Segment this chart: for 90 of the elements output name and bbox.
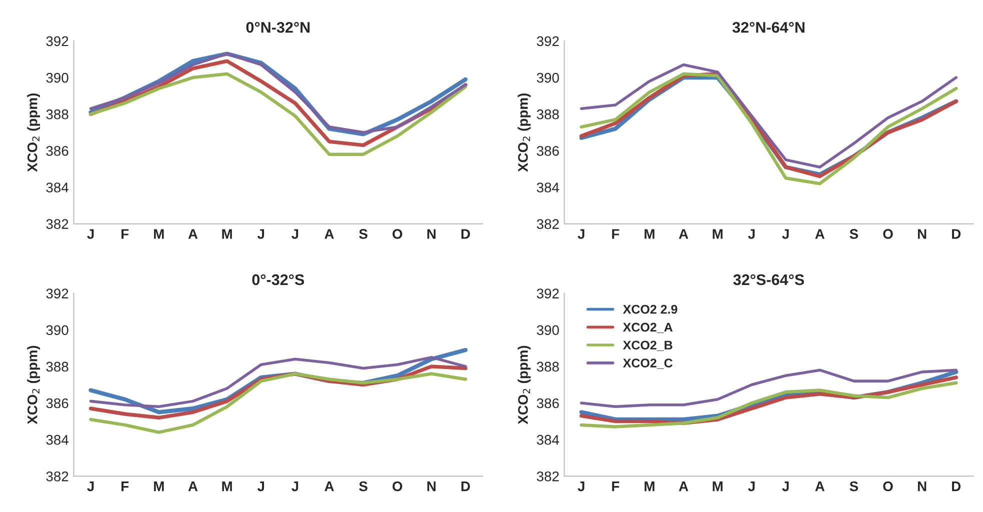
y-tick-label: 384 bbox=[46, 182, 68, 192]
x-tick-label: N bbox=[427, 229, 436, 239]
legend-label: XCO2_B bbox=[622, 340, 672, 351]
y-tick-label: 392 bbox=[46, 36, 68, 46]
x-tick-label: A bbox=[188, 482, 198, 492]
x-tick-label: D bbox=[461, 229, 470, 239]
x-tick-label: A bbox=[678, 229, 688, 239]
y-tick-label: 390 bbox=[536, 72, 559, 83]
x-tick-label: F bbox=[612, 482, 620, 492]
x-tick-label: J bbox=[292, 482, 298, 492]
x-tick-label: M bbox=[644, 482, 654, 492]
line-series bbox=[89, 372, 468, 434]
x-tick-label: F bbox=[122, 229, 129, 239]
y-tick-label: 382 bbox=[536, 471, 559, 482]
y-tick-label: 384 bbox=[536, 182, 560, 192]
x-tick-label: N bbox=[918, 229, 926, 239]
x-tick-label: A bbox=[188, 229, 198, 239]
chart-title: 0°-32°S bbox=[252, 274, 304, 286]
y-tick-label: 384 bbox=[46, 434, 68, 445]
x-tick-label: J bbox=[578, 482, 584, 492]
x-tick-label: J bbox=[257, 482, 264, 492]
line-series bbox=[580, 63, 958, 169]
y-tick-label: 388 bbox=[46, 362, 68, 372]
x-tick-label: A bbox=[324, 482, 334, 492]
x-tick-label: J bbox=[748, 482, 755, 492]
x-tick-label: A bbox=[678, 482, 688, 492]
x-tick-label: J bbox=[782, 482, 789, 492]
x-tick-label: O bbox=[392, 229, 402, 239]
x-tick-label: A bbox=[815, 482, 825, 492]
x-tick-label: N bbox=[918, 482, 926, 492]
x-tick-label: F bbox=[612, 229, 620, 239]
legend-label: XCO2_C bbox=[622, 358, 673, 369]
x-tick-label: M bbox=[712, 482, 722, 492]
x-tick-label: J bbox=[87, 229, 94, 239]
chart-title: 32°S-64°S bbox=[733, 274, 804, 286]
chart-title: 0°N-32°N bbox=[246, 22, 310, 33]
x-tick-label: O bbox=[883, 229, 893, 239]
x-tick-label: F bbox=[122, 482, 129, 492]
x-tick-label: D bbox=[461, 482, 470, 492]
y-axis-title: XCO$_{2}$ (ppm) bbox=[27, 94, 40, 172]
y-tick-label: 386 bbox=[46, 146, 68, 156]
y-tick-label: 392 bbox=[46, 288, 68, 298]
y-tick-label: 386 bbox=[46, 398, 68, 408]
y-tick-label: 390 bbox=[46, 325, 68, 336]
x-tick-label: S bbox=[850, 481, 858, 492]
x-tick-label: D bbox=[952, 229, 961, 239]
x-tick-label: A bbox=[324, 229, 334, 239]
x-tick-label: D bbox=[952, 482, 961, 492]
x-tick-label: S bbox=[359, 481, 368, 492]
x-tick-label: O bbox=[883, 481, 893, 492]
x-tick-label: M bbox=[154, 482, 164, 492]
y-tick-label: 390 bbox=[46, 72, 68, 83]
y-tick-label: 382 bbox=[46, 219, 68, 229]
x-tick-label: J bbox=[257, 229, 264, 239]
y-axis-title: XCO$_{2}$ (ppm) bbox=[518, 94, 531, 172]
y-tick-label: 386 bbox=[536, 398, 559, 408]
y-tick-label: 388 bbox=[536, 109, 559, 120]
y-tick-label: 382 bbox=[536, 219, 559, 229]
x-tick-label: O bbox=[392, 481, 402, 492]
y-tick-label: 388 bbox=[536, 362, 559, 372]
x-tick-label: J bbox=[87, 482, 94, 492]
y-tick-label: 382 bbox=[46, 471, 68, 482]
legend-label: XCO2_A bbox=[622, 322, 673, 334]
x-tick-label: M bbox=[712, 229, 722, 239]
x-tick-label: A bbox=[815, 229, 825, 239]
y-tick-label: 388 bbox=[46, 109, 68, 120]
x-tick-label: J bbox=[782, 229, 789, 239]
x-tick-label: N bbox=[427, 482, 436, 492]
chart-title: 32°N-64°N bbox=[732, 22, 804, 33]
line-series bbox=[580, 381, 958, 428]
x-tick-label: S bbox=[850, 229, 858, 239]
x-tick-label: J bbox=[748, 229, 755, 239]
y-tick-label: 392 bbox=[536, 36, 559, 46]
line-series bbox=[89, 356, 467, 408]
x-tick-label: J bbox=[292, 229, 298, 239]
y-tick-label: 386 bbox=[536, 146, 559, 156]
x-tick-label: M bbox=[222, 229, 232, 239]
y-tick-label: 392 bbox=[536, 288, 559, 298]
legend-label: XCO2 2.9 bbox=[622, 304, 678, 314]
y-axis-title: XCO$_{2}$ (ppm) bbox=[27, 346, 40, 424]
x-tick-label: M bbox=[154, 229, 164, 239]
y-tick-label: 384 bbox=[536, 434, 560, 445]
y-tick-label: 390 bbox=[536, 325, 559, 336]
x-tick-label: M bbox=[222, 482, 232, 492]
x-tick-label: J bbox=[578, 229, 584, 239]
x-tick-label: S bbox=[359, 229, 368, 239]
x-tick-label: M bbox=[644, 229, 654, 239]
line-series bbox=[580, 368, 958, 408]
line-series bbox=[89, 72, 468, 156]
y-axis-title: XCO$_{2}$ (ppm) bbox=[518, 346, 531, 424]
